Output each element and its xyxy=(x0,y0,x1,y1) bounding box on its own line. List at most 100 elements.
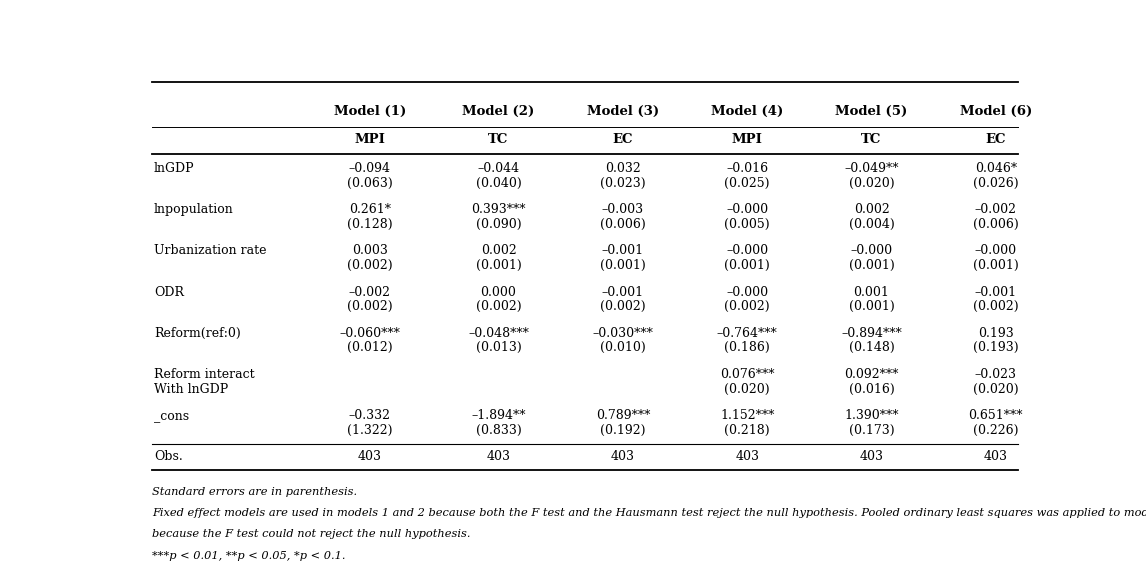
Text: (0.023): (0.023) xyxy=(601,177,645,190)
Text: –0.030***: –0.030*** xyxy=(592,327,653,340)
Text: –0.094: –0.094 xyxy=(348,162,391,175)
Text: MPI: MPI xyxy=(732,133,762,147)
Text: _cons: _cons xyxy=(154,409,189,422)
Text: –0.002: –0.002 xyxy=(348,286,391,298)
Text: –0.060***: –0.060*** xyxy=(339,327,400,340)
Text: (0.192): (0.192) xyxy=(601,424,645,437)
Text: –0.049**: –0.049** xyxy=(845,162,898,175)
Text: 0.193: 0.193 xyxy=(978,327,1014,340)
Text: –0.000: –0.000 xyxy=(727,204,768,216)
Text: ODR: ODR xyxy=(154,286,183,298)
Text: 0.002: 0.002 xyxy=(480,244,517,258)
Text: lnGDP: lnGDP xyxy=(154,162,195,175)
Text: (0.002): (0.002) xyxy=(601,300,645,313)
Text: TC: TC xyxy=(862,133,881,147)
Text: (0.173): (0.173) xyxy=(849,424,894,437)
Text: Fixed effect models are used in models 1 and 2 because both the F test and the H: Fixed effect models are used in models 1… xyxy=(152,508,1146,518)
Text: (0.226): (0.226) xyxy=(973,424,1019,437)
Text: –1.894**: –1.894** xyxy=(471,409,526,422)
Text: –0.000: –0.000 xyxy=(727,244,768,258)
Text: (0.026): (0.026) xyxy=(973,177,1019,190)
Text: 0.076***: 0.076*** xyxy=(720,368,775,381)
Text: –0.048***: –0.048*** xyxy=(468,327,529,340)
Text: (0.004): (0.004) xyxy=(849,218,894,231)
Text: 403: 403 xyxy=(611,450,635,463)
Text: (0.218): (0.218) xyxy=(724,424,770,437)
Text: 0.651***: 0.651*** xyxy=(968,409,1023,422)
Text: –0.000: –0.000 xyxy=(975,244,1017,258)
Text: (0.020): (0.020) xyxy=(724,382,770,396)
Text: Model (5): Model (5) xyxy=(835,105,908,117)
Text: –0.044: –0.044 xyxy=(478,162,519,175)
Text: –0.016: –0.016 xyxy=(727,162,768,175)
Text: (0.186): (0.186) xyxy=(724,342,770,354)
Text: 403: 403 xyxy=(860,450,884,463)
Text: 0.789***: 0.789*** xyxy=(596,409,650,422)
Text: 0.002: 0.002 xyxy=(854,204,889,216)
Text: EC: EC xyxy=(613,133,633,147)
Text: (0.002): (0.002) xyxy=(476,300,521,313)
Text: 0.003: 0.003 xyxy=(352,244,387,258)
Text: –0.894***: –0.894*** xyxy=(841,327,902,340)
Text: (0.001): (0.001) xyxy=(601,259,645,272)
Text: Model (6): Model (6) xyxy=(959,105,1033,117)
Text: EC: EC xyxy=(986,133,1006,147)
Text: (0.002): (0.002) xyxy=(347,259,393,272)
Text: 403: 403 xyxy=(487,450,510,463)
Text: 0.032: 0.032 xyxy=(605,162,641,175)
Text: Reform(ref:0): Reform(ref:0) xyxy=(154,327,241,340)
Text: (0.063): (0.063) xyxy=(347,177,393,190)
Text: –0.002: –0.002 xyxy=(975,204,1017,216)
Text: With lnGDP: With lnGDP xyxy=(154,382,228,396)
Text: 403: 403 xyxy=(984,450,1007,463)
Text: 403: 403 xyxy=(358,450,382,463)
Text: (0.148): (0.148) xyxy=(849,342,894,354)
Text: 403: 403 xyxy=(736,450,759,463)
Text: TC: TC xyxy=(488,133,509,147)
Text: (0.013): (0.013) xyxy=(476,342,521,354)
Text: 0.046*: 0.046* xyxy=(975,162,1017,175)
Text: lnpopulation: lnpopulation xyxy=(154,204,234,216)
Text: 1.152***: 1.152*** xyxy=(720,409,775,422)
Text: 0.393***: 0.393*** xyxy=(471,204,526,216)
Text: (0.025): (0.025) xyxy=(724,177,770,190)
Text: –0.001: –0.001 xyxy=(975,286,1017,298)
Text: (0.002): (0.002) xyxy=(724,300,770,313)
Text: –0.001: –0.001 xyxy=(602,244,644,258)
Text: (0.020): (0.020) xyxy=(973,382,1019,396)
Text: 0.261*: 0.261* xyxy=(348,204,391,216)
Text: Standard errors are in parenthesis.: Standard errors are in parenthesis. xyxy=(152,487,358,497)
Text: –0.000: –0.000 xyxy=(727,286,768,298)
Text: –0.332: –0.332 xyxy=(348,409,391,422)
Text: (0.006): (0.006) xyxy=(973,218,1019,231)
Text: because the F test could not reject the null hypothesis.: because the F test could not reject the … xyxy=(152,530,471,539)
Text: (0.016): (0.016) xyxy=(849,382,894,396)
Text: (0.020): (0.020) xyxy=(849,177,894,190)
Text: (0.002): (0.002) xyxy=(347,300,393,313)
Text: (0.006): (0.006) xyxy=(601,218,645,231)
Text: (0.010): (0.010) xyxy=(601,342,645,354)
Text: Model (2): Model (2) xyxy=(462,105,535,117)
Text: MPI: MPI xyxy=(354,133,385,147)
Text: –0.003: –0.003 xyxy=(602,204,644,216)
Text: –0.001: –0.001 xyxy=(602,286,644,298)
Text: 1.390***: 1.390*** xyxy=(845,409,898,422)
Text: Reform interact: Reform interact xyxy=(154,368,254,381)
Text: –0.000: –0.000 xyxy=(850,244,893,258)
Text: (0.090): (0.090) xyxy=(476,218,521,231)
Text: (0.001): (0.001) xyxy=(476,259,521,272)
Text: (0.128): (0.128) xyxy=(347,218,393,231)
Text: (0.005): (0.005) xyxy=(724,218,770,231)
Text: ***p < 0.01, **p < 0.05, *p < 0.1.: ***p < 0.01, **p < 0.05, *p < 0.1. xyxy=(152,551,346,561)
Text: 0.000: 0.000 xyxy=(480,286,517,298)
Text: (0.001): (0.001) xyxy=(724,259,770,272)
Text: (0.001): (0.001) xyxy=(849,259,894,272)
Text: Urbanization rate: Urbanization rate xyxy=(154,244,266,258)
Text: (1.322): (1.322) xyxy=(347,424,392,437)
Text: (0.833): (0.833) xyxy=(476,424,521,437)
Text: Model (4): Model (4) xyxy=(711,105,784,117)
Text: –0.764***: –0.764*** xyxy=(716,327,778,340)
Text: –0.023: –0.023 xyxy=(975,368,1017,381)
Text: 0.092***: 0.092*** xyxy=(845,368,898,381)
Text: Obs.: Obs. xyxy=(154,450,182,463)
